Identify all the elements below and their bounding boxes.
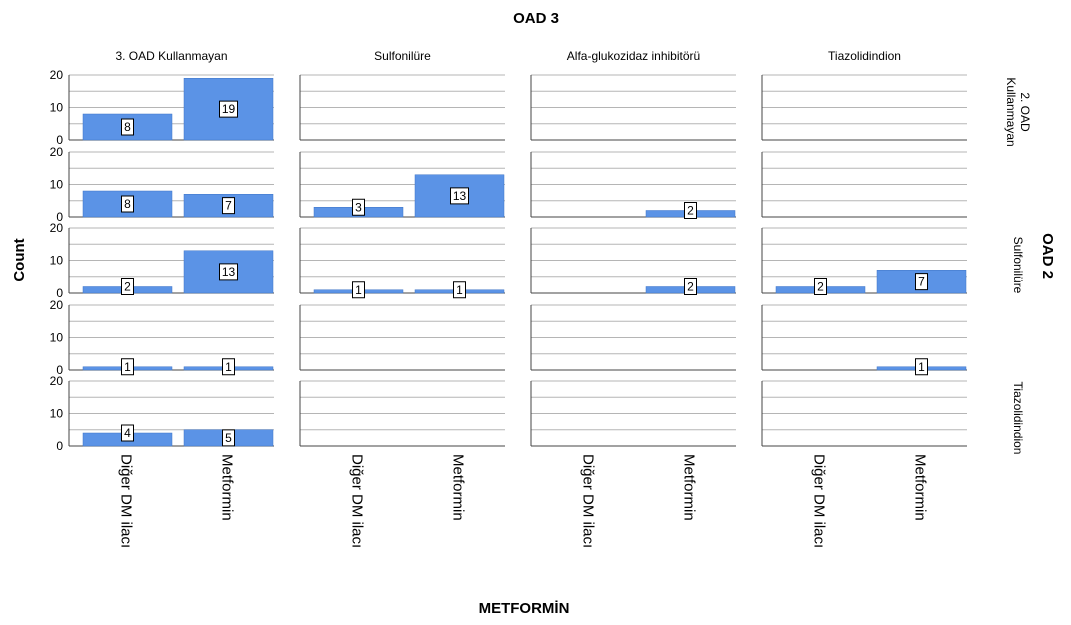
y-tick-label: 10 [50, 178, 64, 192]
data-label: 8 [124, 197, 131, 211]
column-header: Tiazolidindion [828, 49, 901, 63]
x-axis-title: METFORMİN [479, 600, 570, 617]
data-label: 5 [225, 431, 232, 445]
data-label: 13 [453, 189, 467, 203]
y-tick-label: 0 [56, 133, 63, 147]
y-tick-label: 0 [56, 286, 63, 300]
column-header: Sulfonilüre [374, 49, 431, 63]
data-label-box [450, 187, 469, 205]
data-label: 4 [124, 426, 131, 440]
data-label: 19 [222, 102, 236, 116]
data-label: 7 [225, 199, 232, 213]
data-label-box [222, 197, 235, 215]
column-header: 3. OAD Kullanmayan [115, 49, 227, 63]
column-header: Alfa-glukozidaz inhibitörü [567, 49, 700, 63]
x-tick-label: Metformin [450, 454, 467, 521]
y-tick-label: 20 [50, 145, 64, 159]
data-label: 2 [817, 280, 824, 294]
y-tick-label: 0 [56, 210, 63, 224]
data-label-box [915, 273, 928, 291]
data-label-box [121, 424, 134, 442]
data-label: 1 [918, 360, 925, 374]
data-label-box [219, 263, 238, 281]
column-panel-title: OAD 3 [513, 10, 559, 27]
data-label-box [684, 202, 697, 219]
data-label: 1 [124, 360, 131, 374]
data-label-box [814, 278, 827, 295]
data-label-box [222, 429, 235, 447]
y-tick-label: 10 [50, 331, 64, 345]
data-label-box [121, 118, 134, 136]
data-label: 1 [225, 360, 232, 374]
y-tick-label: 10 [50, 254, 64, 268]
bar [82, 113, 173, 141]
data-label-box [222, 358, 235, 376]
row-header: Tiazolidindion [1011, 382, 1025, 455]
row-header: 2. OADKullanmayan [1004, 77, 1032, 146]
data-label: 13 [222, 265, 236, 279]
x-tick-label: Diğer DM ilacı [349, 454, 366, 548]
y-tick-label: 10 [50, 407, 64, 421]
data-label: 1 [456, 283, 463, 297]
y-tick-label: 0 [56, 363, 63, 377]
y-axis-title: Count [11, 238, 28, 281]
y-tick-label: 10 [50, 101, 64, 115]
data-label: 3 [355, 200, 362, 214]
y-tick-label: 20 [50, 298, 64, 312]
data-label: 1 [355, 283, 362, 297]
data-label: 2 [687, 280, 694, 294]
x-tick-label: Diğer DM ilacı [811, 454, 828, 548]
data-label-box [121, 278, 134, 295]
y-tick-label: 20 [50, 68, 64, 82]
data-label-box [352, 198, 365, 216]
data-label: 2 [687, 204, 694, 218]
data-label: 2 [124, 280, 131, 294]
x-tick-label: Metformin [912, 454, 929, 521]
chart-panels: 3. OAD Kullanmayan Sulfonilüre Alfa-glukoz… [50, 49, 1032, 548]
y-tick-label: 0 [56, 439, 63, 453]
data-label-box [121, 358, 134, 376]
data-label-box [352, 281, 365, 299]
x-tick-label: Diğer DM ilacı [118, 454, 135, 548]
data-label-box [915, 358, 928, 376]
row-panel-title: OAD 2 [1039, 233, 1056, 279]
data-label: 7 [918, 275, 925, 289]
data-label-box [121, 195, 134, 213]
y-tick-label: 20 [50, 221, 64, 235]
x-tick-label: Diğer DM ilacı [580, 454, 597, 548]
x-tick-label: Metformin [219, 454, 236, 521]
data-label-box [684, 278, 697, 295]
data-label-box [453, 281, 466, 299]
row-header: Sulfonilüre [1011, 237, 1025, 294]
y-tick-label: 20 [50, 374, 64, 388]
data-label: 8 [124, 120, 131, 134]
data-label-box [219, 100, 238, 118]
x-tick-label: Metformin [681, 454, 698, 521]
